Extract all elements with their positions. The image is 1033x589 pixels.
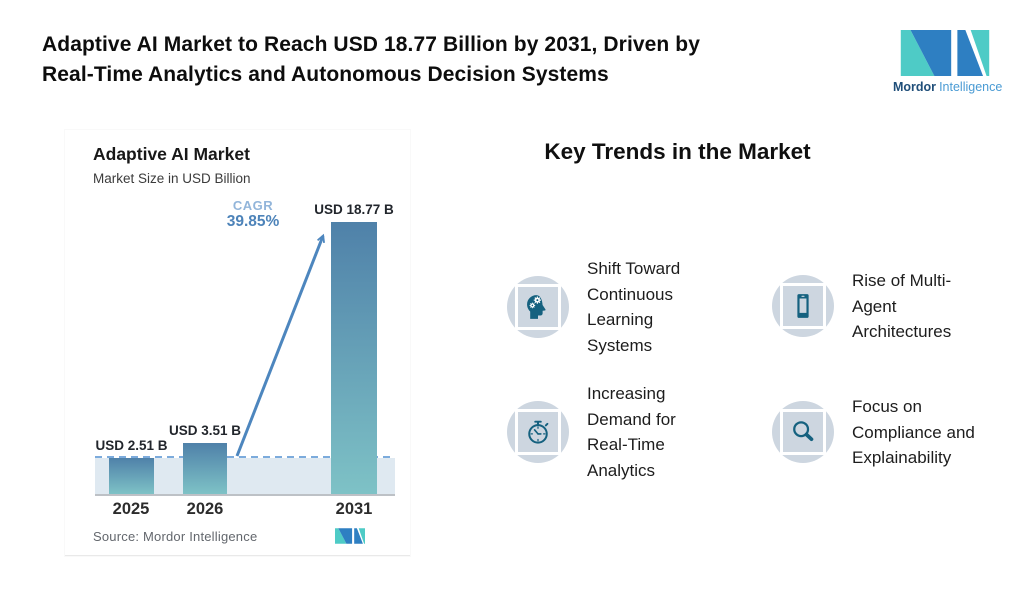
brand-logo: Mordor Intelligence xyxy=(893,30,1002,94)
brand-text: Mordor Intelligence xyxy=(893,80,1002,94)
bar-rect-2026 xyxy=(183,443,227,494)
trend-label: Rise of Multi- Agent Architectures xyxy=(852,271,952,341)
bar-2025: USD 2.51 B xyxy=(95,438,168,494)
bar-chart-plot: CAGR 39.85% USD 2.51 B USD 3.51 B USD 18… xyxy=(95,198,395,518)
source-text: Source: Mordor Intelligence xyxy=(93,528,258,544)
cagr-annotation: CAGR 39.85% xyxy=(213,198,293,231)
page-title: Adaptive AI Market to Reach USD 18.77 Bi… xyxy=(42,33,701,87)
mordor-logo-mark-small-icon xyxy=(335,528,365,544)
bar-2031: USD 18.77 B xyxy=(314,202,394,494)
cagr-label: CAGR xyxy=(232,198,274,213)
bar-value-label: USD 3.51 B xyxy=(168,423,242,438)
chart-subtitle: Market Size in USD Billion xyxy=(93,171,251,186)
brand-name-bold: Mordor xyxy=(893,80,937,94)
cagr-value: 39.85% xyxy=(226,213,280,230)
trend-item-multi-agent: Rise of Multi- Agent Architectures xyxy=(772,268,1022,345)
trends-heading: Key Trends in the Market xyxy=(544,139,811,164)
trend-icon-circle xyxy=(507,401,569,463)
trend-item-real-time-analytics: Increasing Demand for Real-Time Analytic… xyxy=(507,381,762,483)
chart-title: Adaptive AI Market xyxy=(93,144,250,164)
mordor-logo-mark-icon xyxy=(900,30,990,76)
smartphone-icon xyxy=(797,294,809,319)
stopwatch-icon xyxy=(528,420,549,444)
magnifier-icon xyxy=(793,421,814,442)
source-row: Source: Mordor Intelligence xyxy=(93,528,365,544)
trend-icon-circle xyxy=(772,275,834,338)
brand-name-light: Intelligence xyxy=(939,80,1003,94)
x-tick-2025: 2025 xyxy=(112,500,150,518)
x-tick-2031: 2031 xyxy=(335,500,373,518)
bar-2026: USD 3.51 B xyxy=(169,423,241,494)
trend-icon-frame xyxy=(780,283,826,330)
trend-label: Shift Toward Continuous Learning Systems xyxy=(587,259,681,355)
bar-rect-2031 xyxy=(331,222,377,494)
trend-item-continuous-learning: Shift Toward Continuous Learning Systems xyxy=(507,256,762,358)
market-chart-card: Adaptive AI Market Market Size in USD Bi… xyxy=(65,130,410,556)
x-axis-line xyxy=(95,494,395,496)
bar-rect-2025 xyxy=(109,458,154,494)
bar-value-label: USD 18.77 B xyxy=(314,202,394,217)
head-gears-icon xyxy=(527,295,546,319)
baseline-dashed-line xyxy=(95,456,395,458)
trend-icon-frame xyxy=(780,409,826,456)
trend-icon-frame xyxy=(515,284,561,330)
trend-label: Increasing Demand for Real-Time Analytic… xyxy=(587,384,676,480)
trend-icon-circle xyxy=(507,276,569,338)
x-tick-2026: 2026 xyxy=(186,500,224,518)
trend-label: Focus on Compliance and Explainability xyxy=(852,397,975,467)
trend-icon-frame xyxy=(515,409,561,455)
trend-item-compliance-explainability: Focus on Compliance and Explainability xyxy=(772,394,1022,471)
trend-icon-circle xyxy=(772,401,834,464)
bar-value-label: USD 2.51 B xyxy=(95,438,168,453)
